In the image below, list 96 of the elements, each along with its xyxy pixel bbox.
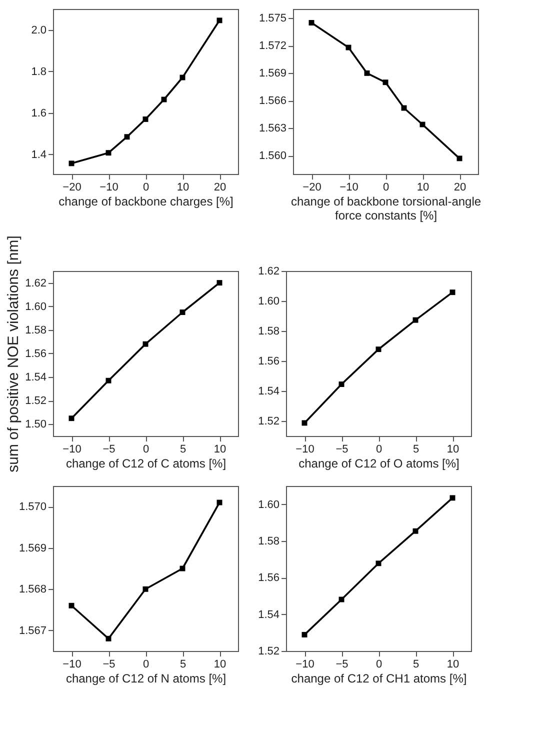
point bbox=[338, 382, 344, 387]
point bbox=[124, 134, 130, 140]
x-tick-label: 5 bbox=[180, 444, 186, 456]
x-axis-title: change of C12 of CH1 atoms [%] bbox=[291, 672, 467, 686]
y-tick-label: 1.54 bbox=[258, 386, 280, 398]
y-tick-label: 1.569 bbox=[258, 68, 286, 80]
x-axis-title: change of C12 of O atoms [%] bbox=[298, 456, 460, 470]
point bbox=[376, 346, 382, 352]
x-tick-label: 0 bbox=[376, 658, 382, 670]
x-tick-label: 5 bbox=[180, 658, 186, 670]
point bbox=[302, 420, 308, 426]
y-tick-label: 1.58 bbox=[258, 326, 280, 338]
point bbox=[382, 80, 388, 86]
x-tick-label: −5 bbox=[102, 444, 116, 456]
point bbox=[68, 602, 74, 608]
point bbox=[364, 70, 370, 76]
x-tick-label: −10 bbox=[340, 182, 358, 194]
point bbox=[142, 116, 148, 122]
x-tick-label: −5 bbox=[102, 658, 116, 670]
y-tick-label: 1.60 bbox=[258, 296, 280, 308]
point bbox=[450, 495, 456, 501]
y-tick-label: 1.50 bbox=[25, 418, 46, 431]
point bbox=[216, 18, 222, 24]
x-tick-label: −10 bbox=[62, 444, 82, 456]
point bbox=[450, 290, 456, 296]
x-tick-label: −20 bbox=[62, 182, 82, 194]
point bbox=[68, 416, 74, 422]
y-tick-label: 1.569 bbox=[18, 542, 46, 554]
y-tick-label: 1.6 bbox=[31, 107, 46, 120]
x-axis-title: change of backbone charges [%] bbox=[58, 194, 234, 208]
x-tick-label: −10 bbox=[296, 658, 314, 670]
point bbox=[106, 378, 112, 384]
point bbox=[142, 586, 148, 592]
y-tick-label: 1.563 bbox=[258, 122, 286, 135]
y-tick-label: 1.62 bbox=[258, 266, 280, 278]
point bbox=[308, 20, 314, 26]
x-axis-title: change of C12 of N atoms [%] bbox=[66, 672, 226, 686]
x-tick-label: −10 bbox=[62, 658, 82, 670]
y-tick-label: 2.0 bbox=[31, 24, 46, 36]
point bbox=[106, 636, 112, 642]
y-tick-label: 1.8 bbox=[31, 66, 46, 78]
y-tick-label: 1.62 bbox=[25, 277, 46, 290]
point bbox=[338, 596, 344, 602]
x-tick-label: −20 bbox=[302, 182, 322, 194]
y-tick-label: 1.4 bbox=[31, 148, 46, 161]
x-tick-label: 0 bbox=[142, 444, 150, 456]
y-tick-label: 1.56 bbox=[258, 572, 280, 584]
x-tick-label: −5 bbox=[336, 444, 348, 456]
x-tick-label: −10 bbox=[100, 182, 118, 194]
x-tick-label: 10 bbox=[446, 444, 460, 456]
x-tick-label: 10 bbox=[176, 182, 190, 194]
y-tick-label: 1.52 bbox=[25, 395, 46, 408]
y-tick-label: 1.570 bbox=[18, 501, 46, 514]
y-tick-label: 1.52 bbox=[258, 646, 280, 658]
point bbox=[180, 310, 186, 315]
y-tick-label: 1.56 bbox=[258, 356, 280, 368]
x-tick-label: 20 bbox=[454, 182, 466, 194]
y-tick-label: 1.568 bbox=[18, 584, 46, 596]
y-tick-label: 1.60 bbox=[25, 300, 46, 313]
point bbox=[216, 280, 222, 286]
x-axis-title: change of C12 of C atoms [%] bbox=[66, 456, 226, 470]
x-tick-label: 10 bbox=[214, 658, 226, 670]
x-tick-label: 5 bbox=[412, 444, 420, 456]
y-tick-label: 1.54 bbox=[25, 372, 46, 384]
point bbox=[456, 156, 462, 162]
y-tick-label: 1.54 bbox=[258, 608, 280, 621]
y-tick-label: 1.58 bbox=[258, 536, 280, 548]
point bbox=[142, 341, 148, 347]
y-tick-label: 1.52 bbox=[258, 416, 280, 428]
x-tick-label: 10 bbox=[446, 658, 460, 670]
x-tick-label: 5 bbox=[412, 658, 420, 670]
y-axis-title: sum of positive NOE violations [nm] bbox=[5, 236, 22, 472]
x-tick-label: −5 bbox=[336, 658, 348, 670]
y-tick-label: 1.567 bbox=[18, 624, 46, 637]
x-tick-label: 10 bbox=[416, 182, 430, 194]
point bbox=[302, 632, 308, 638]
y-tick-label: 1.575 bbox=[258, 12, 286, 25]
x-tick-label: 10 bbox=[214, 444, 226, 456]
x-tick-label: 0 bbox=[142, 658, 150, 670]
point bbox=[412, 528, 418, 534]
x-axis-title: change of backbone torsional-angle force constants [%] bbox=[290, 194, 482, 222]
point bbox=[412, 317, 418, 323]
y-tick-label: 1.58 bbox=[25, 324, 46, 336]
x-tick-label: 0 bbox=[376, 444, 382, 456]
point bbox=[376, 560, 382, 566]
x-tick-label: −10 bbox=[296, 444, 314, 456]
y-tick-label: 1.60 bbox=[258, 498, 280, 511]
x-tick-label: 0 bbox=[382, 182, 390, 194]
point bbox=[68, 160, 74, 166]
y-tick-label: 1.560 bbox=[258, 150, 286, 162]
x-tick-label: 0 bbox=[142, 182, 150, 194]
point bbox=[106, 150, 112, 156]
y-tick-label: 1.56 bbox=[25, 348, 46, 360]
y-tick-label: 1.566 bbox=[258, 95, 286, 108]
y-tick-label: 1.572 bbox=[258, 40, 286, 52]
x-tick-label: 20 bbox=[214, 182, 226, 194]
